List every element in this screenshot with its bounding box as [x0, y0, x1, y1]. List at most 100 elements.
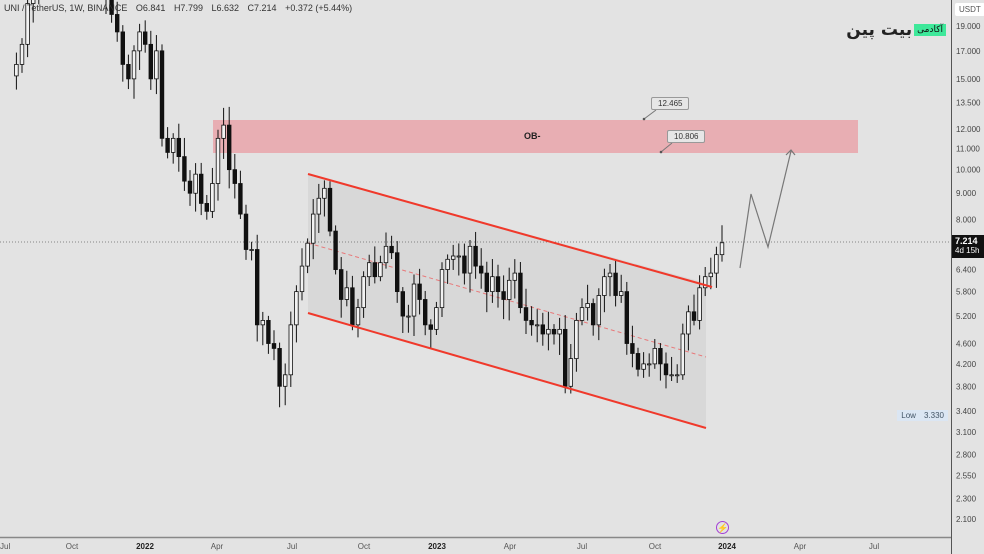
candle[interactable] — [462, 243, 467, 285]
candle[interactable] — [333, 225, 338, 275]
candle[interactable] — [126, 54, 131, 90]
candle[interactable] — [288, 311, 293, 387]
candle[interactable] — [596, 288, 601, 341]
candle[interactable] — [557, 317, 562, 355]
candle[interactable] — [551, 324, 557, 345]
candle[interactable] — [383, 232, 389, 269]
candle[interactable] — [607, 264, 613, 297]
candle[interactable] — [439, 262, 445, 318]
price-axis[interactable]: 19.000 17.000 15.000 13.500 12.000 11.000 10.0… — [956, 22, 981, 524]
candle[interactable] — [473, 231, 478, 279]
candle[interactable] — [647, 353, 652, 377]
candle[interactable] — [372, 246, 377, 284]
candle[interactable] — [165, 127, 170, 159]
candle[interactable] — [14, 52, 19, 90]
lightning-event-icon[interactable]: ⚡ — [716, 521, 729, 534]
candle[interactable] — [215, 129, 221, 201]
candle[interactable] — [506, 267, 512, 321]
candle[interactable] — [624, 281, 629, 355]
candle[interactable] — [25, 0, 30, 58]
candle[interactable] — [389, 235, 394, 260]
candle[interactable] — [635, 347, 641, 377]
candle[interactable] — [703, 267, 708, 297]
candle[interactable] — [417, 268, 422, 315]
candle[interactable] — [686, 305, 691, 351]
candle[interactable] — [641, 352, 646, 378]
candle[interactable] — [198, 162, 204, 216]
channel-midline[interactable] — [307, 242, 707, 358]
channel-upper-line[interactable] — [307, 173, 713, 288]
currency-unit-button[interactable]: USDT — [955, 3, 984, 16]
channel-lower-line[interactable] — [307, 312, 707, 429]
candle[interactable] — [154, 35, 159, 95]
candle[interactable] — [104, 0, 108, 14]
projection-path[interactable] — [739, 150, 792, 269]
candle[interactable] — [277, 342, 282, 408]
candle[interactable] — [529, 306, 534, 336]
candle[interactable] — [406, 304, 411, 333]
candle[interactable] — [630, 325, 635, 368]
candle[interactable] — [585, 284, 590, 321]
candle[interactable] — [619, 274, 624, 303]
candle[interactable] — [316, 183, 321, 233]
candle[interactable] — [613, 259, 618, 307]
candle[interactable] — [546, 311, 551, 351]
candle[interactable] — [445, 254, 450, 284]
candle[interactable] — [310, 199, 316, 260]
candle[interactable] — [221, 107, 226, 159]
candle[interactable] — [518, 262, 523, 314]
candle[interactable] — [226, 106, 232, 189]
candle[interactable] — [282, 363, 288, 406]
candle[interactable] — [366, 254, 372, 286]
candle[interactable] — [266, 315, 271, 354]
candle[interactable] — [327, 181, 333, 237]
candle[interactable] — [434, 301, 439, 335]
candle[interactable] — [361, 271, 366, 318]
ob-bottom-callout[interactable]: 10.806 — [667, 130, 706, 143]
candle[interactable] — [137, 23, 142, 70]
candle[interactable] — [411, 274, 417, 336]
candle[interactable] — [523, 288, 529, 334]
candle[interactable] — [490, 259, 495, 303]
candle[interactable] — [378, 255, 383, 282]
candle[interactable] — [652, 338, 657, 369]
candle[interactable] — [254, 234, 260, 342]
candle[interactable] — [708, 257, 713, 290]
candle[interactable] — [148, 30, 153, 90]
candle[interactable] — [675, 364, 680, 383]
candle[interactable] — [714, 246, 719, 288]
order-block-zone[interactable] — [213, 120, 858, 153]
candle[interactable] — [232, 154, 237, 199]
candle[interactable] — [131, 45, 137, 99]
symbol-name[interactable]: UNI / TetherUS, 1W, BINANCE — [4, 3, 128, 13]
candle[interactable] — [305, 238, 310, 274]
candle[interactable] — [422, 290, 428, 336]
candle[interactable] — [512, 259, 517, 299]
candle[interactable] — [294, 285, 299, 343]
candle[interactable] — [271, 330, 277, 361]
candle[interactable] — [680, 323, 685, 380]
candle[interactable] — [115, 1, 120, 42]
candle[interactable] — [568, 344, 573, 394]
candle[interactable] — [467, 240, 473, 293]
candle[interactable] — [176, 123, 181, 172]
candle[interactable] — [243, 204, 249, 260]
ob-top-callout[interactable]: 12.465 — [651, 97, 690, 110]
candle[interactable] — [193, 163, 198, 212]
candle[interactable] — [238, 170, 243, 219]
candle[interactable] — [602, 268, 607, 313]
candle[interactable] — [204, 194, 209, 220]
candle[interactable] — [400, 287, 405, 334]
candle[interactable] — [484, 261, 489, 313]
candle[interactable] — [30, 0, 36, 23]
candle[interactable] — [691, 294, 697, 326]
candle[interactable] — [299, 248, 305, 301]
candle[interactable] — [19, 38, 25, 73]
candle[interactable] — [669, 356, 674, 382]
candle[interactable] — [478, 248, 484, 289]
candle[interactable] — [210, 167, 215, 219]
candle[interactable] — [344, 270, 349, 307]
candle[interactable] — [159, 44, 165, 147]
candle[interactable] — [142, 20, 148, 53]
